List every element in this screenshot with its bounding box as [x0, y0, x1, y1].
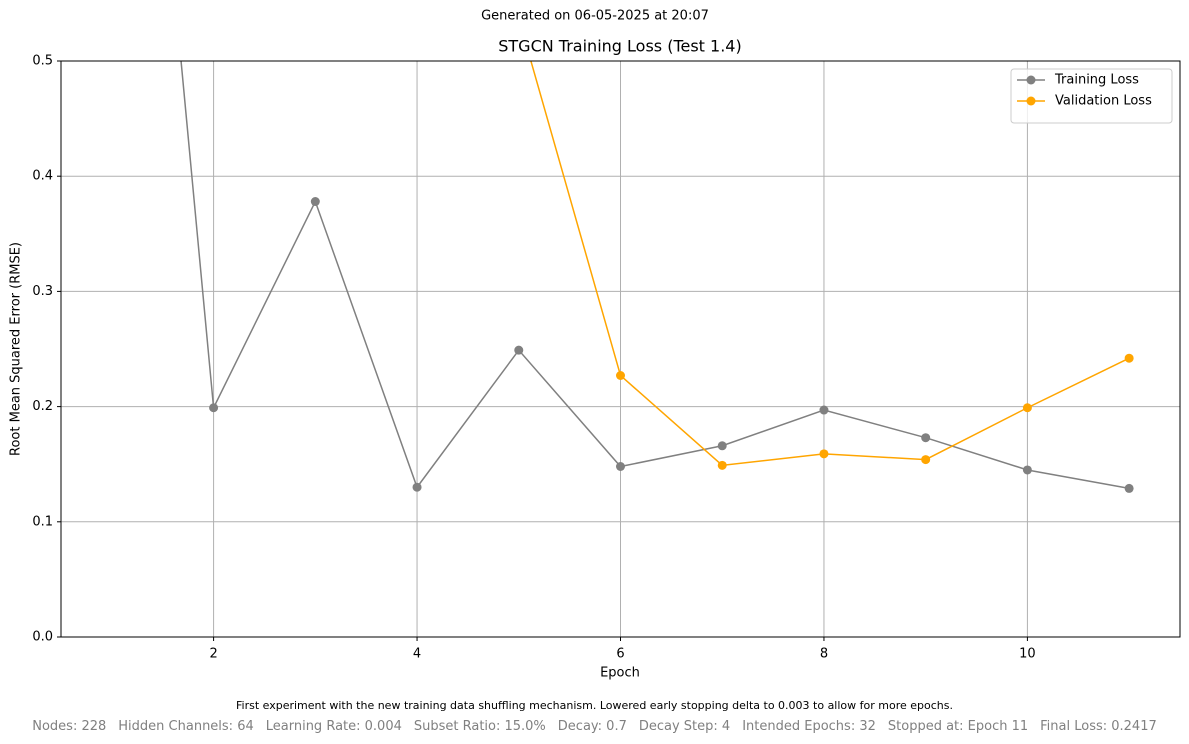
grid — [61, 60, 1180, 638]
ticks: 0.0 0.1 0.2 0.3 0.4 0.5 2 4 6 8 10 — [32, 54, 1035, 662]
data-point — [310, 197, 320, 207]
legend-label: Training Loss — [1054, 73, 1139, 88]
data-point — [412, 482, 422, 492]
header: Generated on 06-05-2025 at 20:07 — [481, 9, 709, 24]
data-point — [921, 433, 931, 443]
data-point — [921, 455, 931, 465]
x-axis-label: Epoch — [600, 666, 640, 681]
chart-title: STGCN Training Loss (Test 1.4) — [498, 37, 741, 56]
footnote: First experiment with the new training d… — [236, 699, 953, 712]
legend-marker — [1026, 96, 1036, 106]
parameter: Decay Step: 4 — [638, 719, 731, 734]
data-point — [1022, 403, 1032, 413]
y-tick-label: 0.5 — [32, 54, 53, 69]
data-point — [1124, 483, 1134, 493]
x-tick-label: 2 — [209, 647, 217, 662]
plot-area — [180, 61, 1134, 493]
x-tick-label: 8 — [820, 647, 828, 662]
x-tick-label: 4 — [413, 647, 421, 662]
y-tick-label: 0.3 — [32, 284, 53, 299]
y-tick-label: 0.2 — [32, 399, 53, 414]
data-point — [1022, 465, 1032, 475]
parameter: Subset Ratio: 15.0% — [413, 719, 546, 734]
y-tick-label: 0.0 — [32, 630, 53, 645]
parameter: Hidden Channels: 64 — [118, 719, 254, 734]
y-tick-label: 0.4 — [32, 169, 53, 184]
legend: Training Loss Validation Loss — [1010, 68, 1173, 124]
data-point — [209, 403, 219, 413]
legend-marker — [1026, 75, 1036, 85]
parameter: Learning Rate: 0.004 — [265, 719, 402, 734]
parameter: Decay: 0.7 — [557, 719, 627, 734]
data-point — [819, 449, 829, 459]
parameter: Stopped at: Epoch 11 — [887, 719, 1029, 734]
data-point — [717, 460, 727, 470]
data-point — [616, 462, 625, 472]
data-point — [717, 441, 727, 451]
data-point — [514, 345, 524, 355]
parameter: Final Loss: 0.2417 — [1040, 719, 1157, 734]
data-point — [1124, 353, 1134, 363]
parameter: Intended Epochs: 32 — [742, 719, 876, 734]
parameters: Nodes: 228 Hidden Channels: 64 Learning Ra… — [0, 719, 1189, 734]
parameter: Nodes: 228 — [32, 719, 107, 734]
x-tick-label: 6 — [616, 647, 624, 662]
y-axis-label: Root Mean Squared Error (RMSE) — [9, 242, 24, 456]
chart: Generated on 06-05-2025 at 20:07 STGCN T… — [9, 9, 1181, 681]
legend-label: Validation Loss — [1055, 94, 1152, 109]
data-point — [819, 405, 829, 415]
x-tick-label: 10 — [1019, 647, 1036, 662]
y-tick-label: 0.1 — [32, 514, 53, 529]
data-point — [616, 370, 625, 380]
legend-box — [1010, 68, 1173, 124]
